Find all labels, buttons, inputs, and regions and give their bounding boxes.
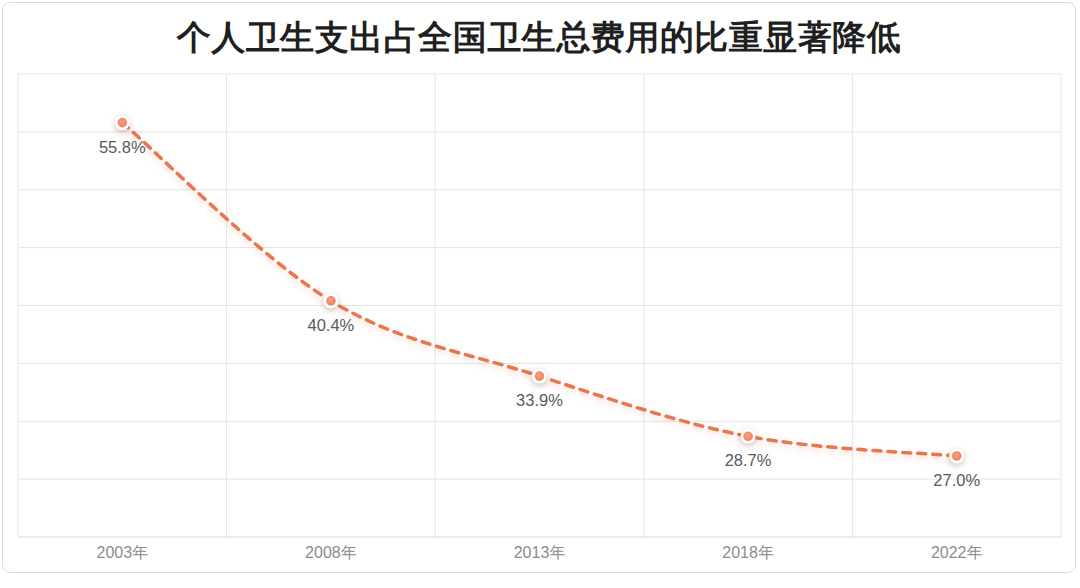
- x-axis-label: 2018年: [722, 544, 774, 561]
- data-label: 27.0%: [933, 471, 980, 489]
- x-axis-label: 2013年: [514, 544, 566, 561]
- line-chart: 55.8% 40.4% 33.9% 28.7% 27.0% 2003年 2008年 2013年…: [0, 0, 1080, 588]
- data-label: 28.7%: [725, 451, 772, 469]
- data-point-dot: [952, 451, 962, 461]
- gridlines: [18, 74, 1061, 537]
- data-label: 55.8%: [99, 138, 146, 156]
- data-point-dot: [535, 371, 545, 381]
- x-axis-label: 2003年: [97, 544, 149, 561]
- x-axis-label: 2022年: [931, 544, 983, 561]
- x-axis-label: 2008年: [305, 544, 357, 561]
- data-label: 40.4%: [308, 316, 355, 334]
- data-label: 33.9%: [516, 391, 563, 409]
- data-point-dot: [743, 431, 753, 441]
- data-point-dot: [118, 118, 128, 128]
- data-point: 33.9%: [516, 369, 563, 410]
- data-point-dot: [326, 296, 336, 306]
- data-point: 28.7%: [725, 429, 772, 470]
- data-point: 40.4%: [308, 293, 355, 334]
